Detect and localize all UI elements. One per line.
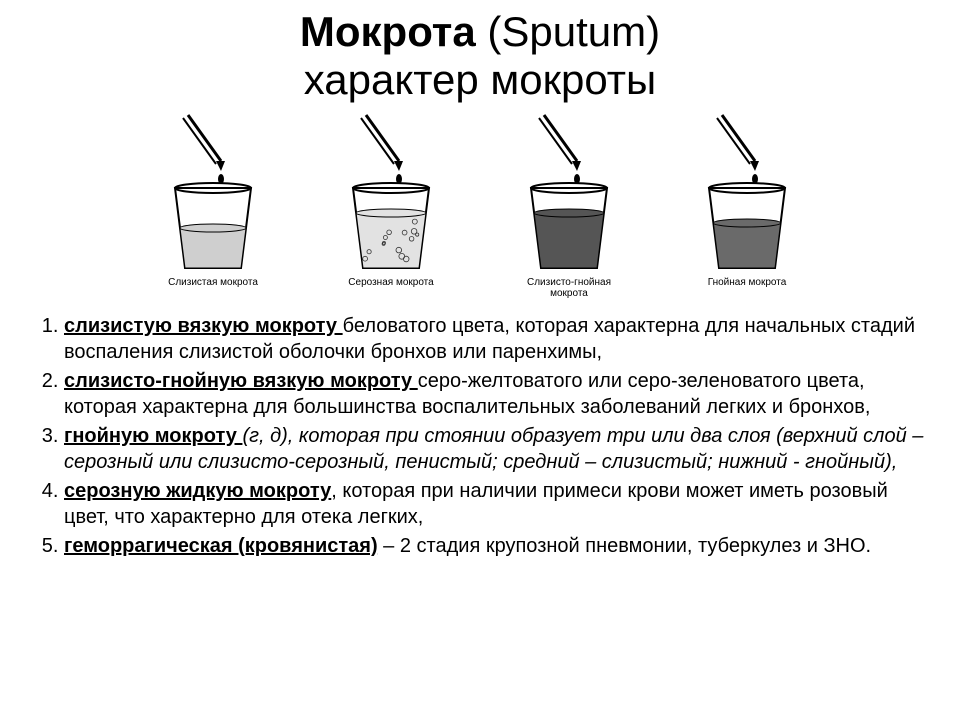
list-item: серозную жидкую мокроту, которая при нал… — [64, 478, 936, 530]
diagram-caption: Слизистая мокрота — [168, 277, 258, 288]
diagram-caption: Слизисто-гнойная мокрота — [509, 277, 629, 299]
diagram-item: Слизистая мокрота — [153, 113, 273, 299]
term: серозную жидкую мокроту — [64, 480, 331, 502]
list-item: слизисто-гнойную вязкую мокроту серо-жел… — [64, 368, 936, 420]
beaker-diagram — [331, 113, 451, 273]
title-paren: (Sputum) — [487, 8, 660, 55]
diagram-caption: Серозная мокрота — [348, 277, 433, 288]
diagram-row: Слизистая мокрота Серозная мокрота Слизист… — [24, 113, 936, 299]
list-item: слизистую вязкую мокроту беловатого цвет… — [64, 313, 936, 365]
beaker-diagram — [509, 113, 629, 273]
term: геморрагическая (кровянистая) — [64, 535, 378, 557]
diagram-item: Серозная мокрота — [331, 113, 451, 299]
definition-text: – 2 стадия крупозной пневмонии, туберкул… — [378, 535, 872, 557]
term: слизистую вязкую мокроту — [64, 315, 343, 337]
diagram-caption: Гнойная мокрота — [708, 277, 787, 288]
diagram-item: Гнойная мокрота — [687, 113, 807, 299]
diagram-item: Слизисто-гнойная мокрота — [509, 113, 629, 299]
beaker-diagram — [153, 113, 273, 273]
beaker-diagram — [687, 113, 807, 273]
definition-list: слизистую вязкую мокроту беловатого цвет… — [24, 313, 936, 559]
list-item: геморрагическая (кровянистая) – 2 стадия… — [64, 533, 936, 559]
term: слизисто-гнойную вязкую мокроту — [64, 370, 418, 392]
title-line2: характер мокроты — [304, 56, 656, 103]
term: гнойную мокроту — [64, 425, 242, 447]
title-bold: Мокрота — [300, 8, 476, 55]
list-item: гнойную мокроту (г, д), которая при стоя… — [64, 423, 936, 475]
slide-title: Мокрота (Sputum) характер мокроты — [24, 8, 936, 105]
